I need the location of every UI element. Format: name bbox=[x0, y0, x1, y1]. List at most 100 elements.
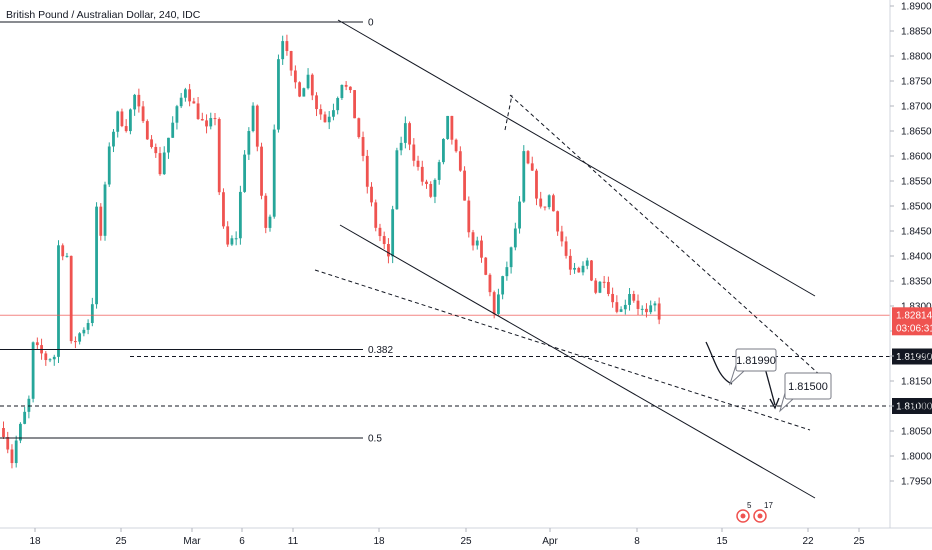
candle-body bbox=[645, 308, 648, 313]
candle-body bbox=[90, 304, 94, 324]
target-callout-box[interactable] bbox=[735, 348, 777, 372]
candle-body bbox=[387, 244, 390, 257]
candle-body bbox=[268, 216, 272, 228]
last-price-value: 1.82814 bbox=[896, 310, 932, 321]
price-tick-label: 1.86500 bbox=[901, 127, 932, 138]
fib-level-label: 0.5 bbox=[368, 434, 382, 445]
candle-body bbox=[484, 257, 488, 275]
candle-body bbox=[6, 436, 10, 450]
candle-body bbox=[285, 41, 289, 52]
candle-body bbox=[344, 84, 348, 87]
price-tick-label: 1.88000 bbox=[901, 52, 932, 63]
candle-body bbox=[137, 94, 141, 107]
candle-body bbox=[315, 95, 318, 110]
candle-body bbox=[107, 146, 111, 185]
price-tick-label: 1.80500 bbox=[901, 427, 932, 438]
candle-body bbox=[433, 179, 437, 197]
level-tag-label: 1.81000 bbox=[896, 402, 932, 413]
candle-body bbox=[74, 341, 77, 343]
candle-body bbox=[606, 281, 610, 294]
candle-body bbox=[31, 342, 35, 399]
candle-body bbox=[522, 151, 526, 202]
candle-body bbox=[57, 245, 60, 357]
candle-body bbox=[628, 294, 631, 305]
candle-body bbox=[365, 155, 369, 187]
candle-body bbox=[277, 59, 280, 130]
arrow-head-icon bbox=[769, 397, 780, 410]
candle-body bbox=[133, 94, 137, 110]
candle-body bbox=[450, 115, 454, 140]
candle-body bbox=[319, 109, 323, 115]
price-tick-label: 1.86000 bbox=[901, 152, 932, 163]
candle-body bbox=[302, 88, 306, 97]
candle-body bbox=[167, 137, 170, 153]
time-tick-label: 25 bbox=[853, 536, 865, 547]
candle-body bbox=[192, 101, 196, 104]
candle-body bbox=[623, 304, 627, 310]
candle-body bbox=[454, 139, 458, 152]
candle-body bbox=[289, 51, 293, 71]
target-callout-box[interactable] bbox=[784, 372, 832, 400]
time-tick-label: 6 bbox=[239, 536, 245, 547]
price-tick-label: 1.83500 bbox=[901, 277, 932, 288]
candle-body bbox=[336, 98, 340, 111]
candle-body bbox=[619, 309, 623, 312]
candle-body bbox=[408, 123, 411, 145]
candle-body bbox=[243, 154, 247, 192]
time-axis[interactable]: 18 25 Mar 6 11 18 25 Apr 8 15 22 25 bbox=[29, 528, 865, 547]
candle-body bbox=[196, 103, 200, 120]
fib-level-label: 0.382 bbox=[368, 345, 393, 356]
candle-body bbox=[403, 123, 407, 143]
chart-title: British Pound / Australian Dollar, 240, … bbox=[6, 9, 201, 21]
candle-body bbox=[585, 260, 589, 266]
candle-body bbox=[391, 209, 395, 257]
candle-body bbox=[52, 356, 56, 360]
candle-body bbox=[99, 206, 103, 236]
candle-body bbox=[35, 342, 39, 346]
event-count-5: 5 bbox=[747, 501, 752, 510]
candle-body bbox=[129, 109, 132, 132]
price-axis[interactable]: 1.89000 1.88500 1.88000 1.87500 1.87000 1.865… bbox=[890, 2, 932, 488]
time-tick-label: Apr bbox=[542, 536, 558, 547]
candle-body bbox=[425, 181, 428, 185]
events-marker[interactable]: 5 17 bbox=[736, 501, 773, 523]
candle-body bbox=[505, 267, 509, 277]
candle-body bbox=[234, 238, 238, 240]
level-tag-bg bbox=[892, 348, 932, 365]
candle-body bbox=[65, 255, 69, 257]
candle-body bbox=[590, 260, 593, 281]
last-price-tag-bg bbox=[892, 307, 932, 336]
candle-body bbox=[382, 236, 386, 245]
candle-body bbox=[611, 293, 615, 303]
dashed-spike-line bbox=[504, 94, 513, 131]
candle-body bbox=[217, 119, 221, 193]
candle-body bbox=[103, 184, 107, 236]
price-tick-label: 1.80000 bbox=[901, 452, 932, 463]
candle-body bbox=[332, 110, 335, 117]
target-callout-label: 1.81990 bbox=[736, 355, 776, 367]
time-tick-label: 15 bbox=[716, 536, 728, 547]
candle-body bbox=[353, 90, 356, 119]
candle-body bbox=[513, 228, 517, 248]
last-price-tag: 1.82814 03:06:31 bbox=[892, 307, 932, 336]
candle-body bbox=[10, 449, 14, 464]
candle-body bbox=[442, 138, 445, 163]
candle-body bbox=[154, 146, 158, 154]
candle-body bbox=[518, 201, 521, 229]
candle-body bbox=[175, 106, 179, 123]
candle-body bbox=[255, 105, 259, 147]
candle-body bbox=[543, 206, 547, 208]
candle-body bbox=[298, 82, 301, 97]
candle-body bbox=[446, 115, 450, 139]
candle-body bbox=[78, 333, 82, 342]
level-tag-bg bbox=[892, 398, 932, 414]
price-tick-label: 1.83000 bbox=[901, 302, 932, 313]
time-tick-label: 22 bbox=[802, 536, 814, 547]
candle-body bbox=[247, 131, 251, 155]
price-tick-label: 1.79500 bbox=[901, 477, 932, 488]
candle-body bbox=[530, 163, 534, 171]
candle-body bbox=[509, 247, 513, 268]
candle-body bbox=[467, 200, 471, 233]
candle-body bbox=[581, 265, 585, 273]
